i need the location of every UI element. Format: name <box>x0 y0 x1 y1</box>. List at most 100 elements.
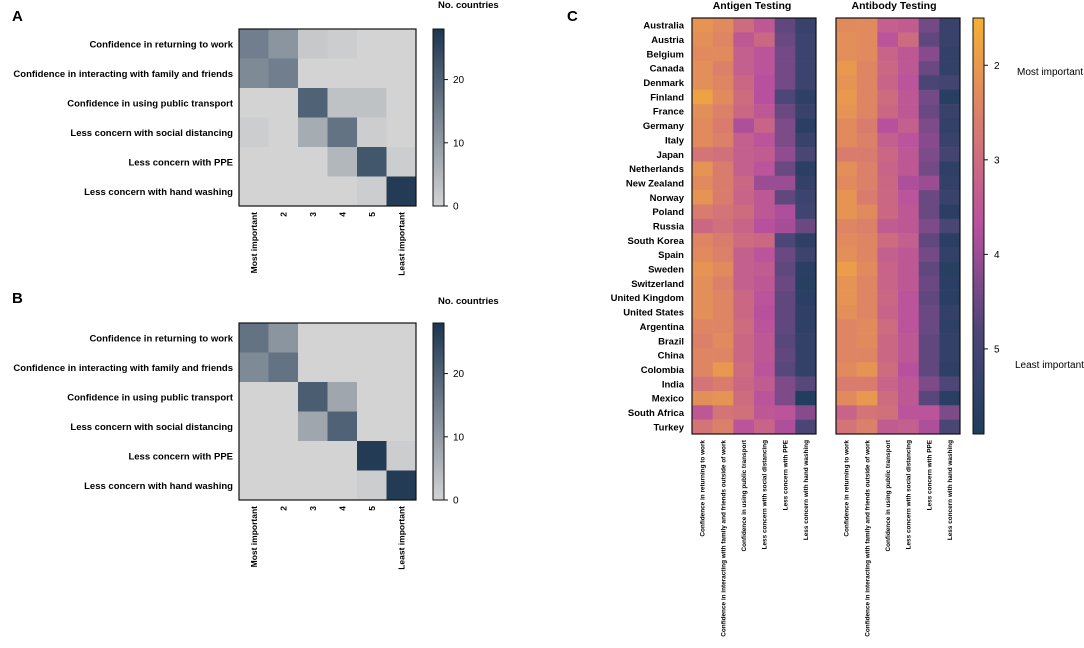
cell-r0-c4 <box>774 18 796 33</box>
cell-r4-c5 <box>386 147 417 177</box>
cell-r25-c0 <box>692 376 713 392</box>
cell-r20-c1 <box>712 304 734 320</box>
cell-r2-c3 <box>327 382 358 412</box>
row-label: Less concern with social distancing <box>70 422 233 433</box>
col-label: Less concern with PPE <box>926 439 933 510</box>
cell-r1-c1 <box>268 352 299 383</box>
cell-r7-c0 <box>692 118 713 134</box>
cell-r15-c2 <box>733 233 755 248</box>
cell-r5-c0 <box>239 470 269 501</box>
cell-r2-c3 <box>898 46 919 62</box>
cell-r5-c3 <box>327 176 358 207</box>
cell-r24-c0 <box>836 362 857 377</box>
panel-b-col-labels: Most important 2 3 4 5 Least important <box>249 506 407 570</box>
colorbar-tick-label: 4 <box>994 250 1000 261</box>
cell-r1-c3 <box>754 32 775 47</box>
cell-r2-c0 <box>239 382 269 412</box>
country-label: Austria <box>651 35 684 46</box>
cell-r6-c4 <box>774 104 796 119</box>
colorbar-tick-label: 3 <box>994 155 1000 166</box>
colorbar-tick-label: 2 <box>994 61 1000 72</box>
cell-r22-c4 <box>774 333 796 349</box>
cell-r10-c3 <box>898 161 919 177</box>
col-label: Less concern with social distancing <box>762 440 769 549</box>
cell-r4-c0 <box>239 147 269 177</box>
cell-r25-c4 <box>918 376 940 392</box>
panel-a-row-labels: Confidence in returning to work Confidenc… <box>13 39 233 198</box>
cell-r22-c2 <box>877 333 899 349</box>
col-label: 3 <box>308 212 318 217</box>
cell-r18-c1 <box>712 276 734 291</box>
col-label: Less concern with PPE <box>782 439 789 510</box>
cell-r5-c0 <box>692 89 713 105</box>
cell-r25-c5 <box>939 376 961 392</box>
cell-r1-c1 <box>712 32 734 47</box>
cell-r5-c1 <box>856 89 878 105</box>
cell-r7-c5 <box>795 118 817 134</box>
colorbar-tick-label: 20 <box>453 369 465 380</box>
cell-r1-c2 <box>877 32 899 47</box>
cell-r7-c1 <box>712 118 734 134</box>
cell-r0-c4 <box>357 323 387 353</box>
panel-c-least-important-label: Least important <box>1015 360 1084 371</box>
cell-r19-c4 <box>918 290 940 306</box>
cell-r7-c5 <box>939 118 961 134</box>
panel-a-legend-title: No. countries <box>438 0 499 11</box>
row-label: Confidence in interacting with family an… <box>13 363 233 374</box>
cell-r24-c4 <box>918 362 940 377</box>
cell-r1-c5 <box>795 32 817 47</box>
cell-r2-c1 <box>712 46 734 62</box>
cell-r0-c1 <box>268 323 299 353</box>
cell-r4-c1 <box>856 75 878 91</box>
cell-r21-c5 <box>939 319 961 334</box>
cell-r11-c2 <box>733 175 755 191</box>
cell-r12-c2 <box>733 190 755 205</box>
cell-r16-c2 <box>733 247 755 263</box>
cell-r10-c1 <box>856 161 878 177</box>
cell-r20-c0 <box>836 304 857 320</box>
cell-r24-c1 <box>712 362 734 377</box>
cell-r0-c5 <box>386 323 417 353</box>
cell-r8-c3 <box>754 132 775 148</box>
cell-r5-c3 <box>898 89 919 105</box>
cell-r10-c1 <box>712 161 734 177</box>
cell-r17-c5 <box>939 261 961 277</box>
cell-r27-c1 <box>856 405 878 420</box>
cell-r11-c0 <box>692 175 713 191</box>
cell-r11-c2 <box>877 175 899 191</box>
cell-r4-c1 <box>268 441 299 471</box>
cell-r15-c0 <box>836 233 857 248</box>
cell-r1-c5 <box>386 352 417 383</box>
panel-c-antigen-col-labels: Confidence in returning to work Confidenc… <box>700 439 810 637</box>
cell-r2-c2 <box>298 382 328 412</box>
cell-r25-c5 <box>795 376 817 392</box>
cell-r8-c5 <box>795 132 817 148</box>
panel-c-antibody-cells <box>836 18 961 435</box>
cell-r1-c4 <box>918 32 940 47</box>
col-label: Less concern with social distancing <box>906 440 913 549</box>
cell-r5-c2 <box>877 89 899 105</box>
country-label: South Korea <box>628 236 685 247</box>
cell-r7-c0 <box>836 118 857 134</box>
panel-c-title-antibody: Antibody Testing <box>852 0 937 12</box>
cell-r1-c4 <box>774 32 796 47</box>
cell-r4-c4 <box>357 441 387 471</box>
col-label: 4 <box>337 212 347 217</box>
cell-r3-c3 <box>327 411 358 442</box>
cell-r6-c0 <box>692 104 713 119</box>
panel-a-colorbar <box>432 28 445 207</box>
cell-r1-c3 <box>898 32 919 47</box>
country-label: United Kingdom <box>611 293 684 304</box>
cell-r3-c0 <box>836 61 857 76</box>
cell-r12-c2 <box>877 190 899 205</box>
cell-r13-c5 <box>795 204 817 220</box>
cell-r19-c3 <box>898 290 919 306</box>
cell-r18-c0 <box>836 276 857 291</box>
cell-r14-c2 <box>733 218 755 234</box>
cell-r26-c3 <box>754 390 775 406</box>
cell-r2-c3 <box>754 46 775 62</box>
cell-r4-c4 <box>918 75 940 91</box>
cell-r23-c0 <box>836 347 857 363</box>
cell-r7-c1 <box>856 118 878 134</box>
cell-r20-c1 <box>856 304 878 320</box>
